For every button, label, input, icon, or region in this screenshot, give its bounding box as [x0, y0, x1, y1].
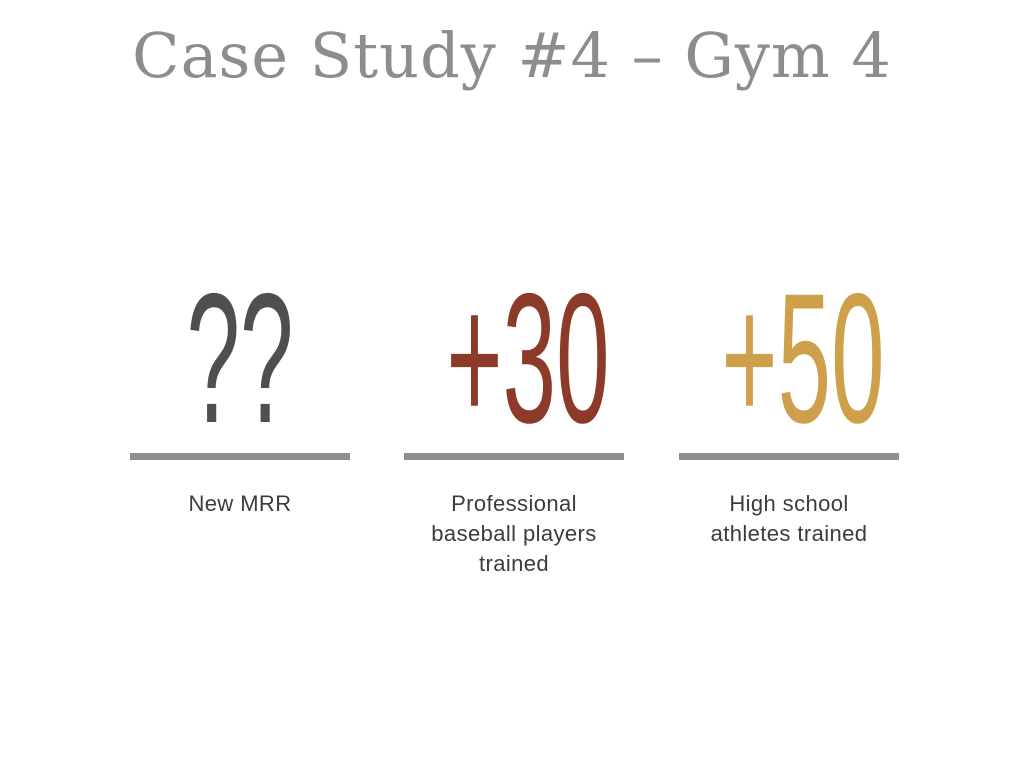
stat-block-high-school-athletes: +50 High school athletes trained — [659, 256, 919, 549]
stat-value-baseball-players: +30 — [446, 256, 610, 462]
stat-divider — [679, 453, 899, 460]
stat-divider — [130, 453, 350, 460]
slide-title: Case Study #4 – Gym 4 — [132, 19, 892, 92]
stat-label-high-school-athletes: High school athletes trained — [710, 491, 868, 546]
stat-divider — [404, 453, 624, 460]
stat-block-baseball-players: +30 Professional baseball players traine… — [384, 256, 644, 579]
stat-value-new-mrr: ?? — [186, 256, 294, 462]
stat-label-new-mrr: New MRR — [188, 491, 292, 516]
stat-label-baseball-players: Professional baseball players trained — [431, 491, 597, 576]
stat-block-new-mrr: ?? New MRR — [110, 256, 370, 519]
stat-value-high-school-athletes: +50 — [721, 256, 885, 462]
